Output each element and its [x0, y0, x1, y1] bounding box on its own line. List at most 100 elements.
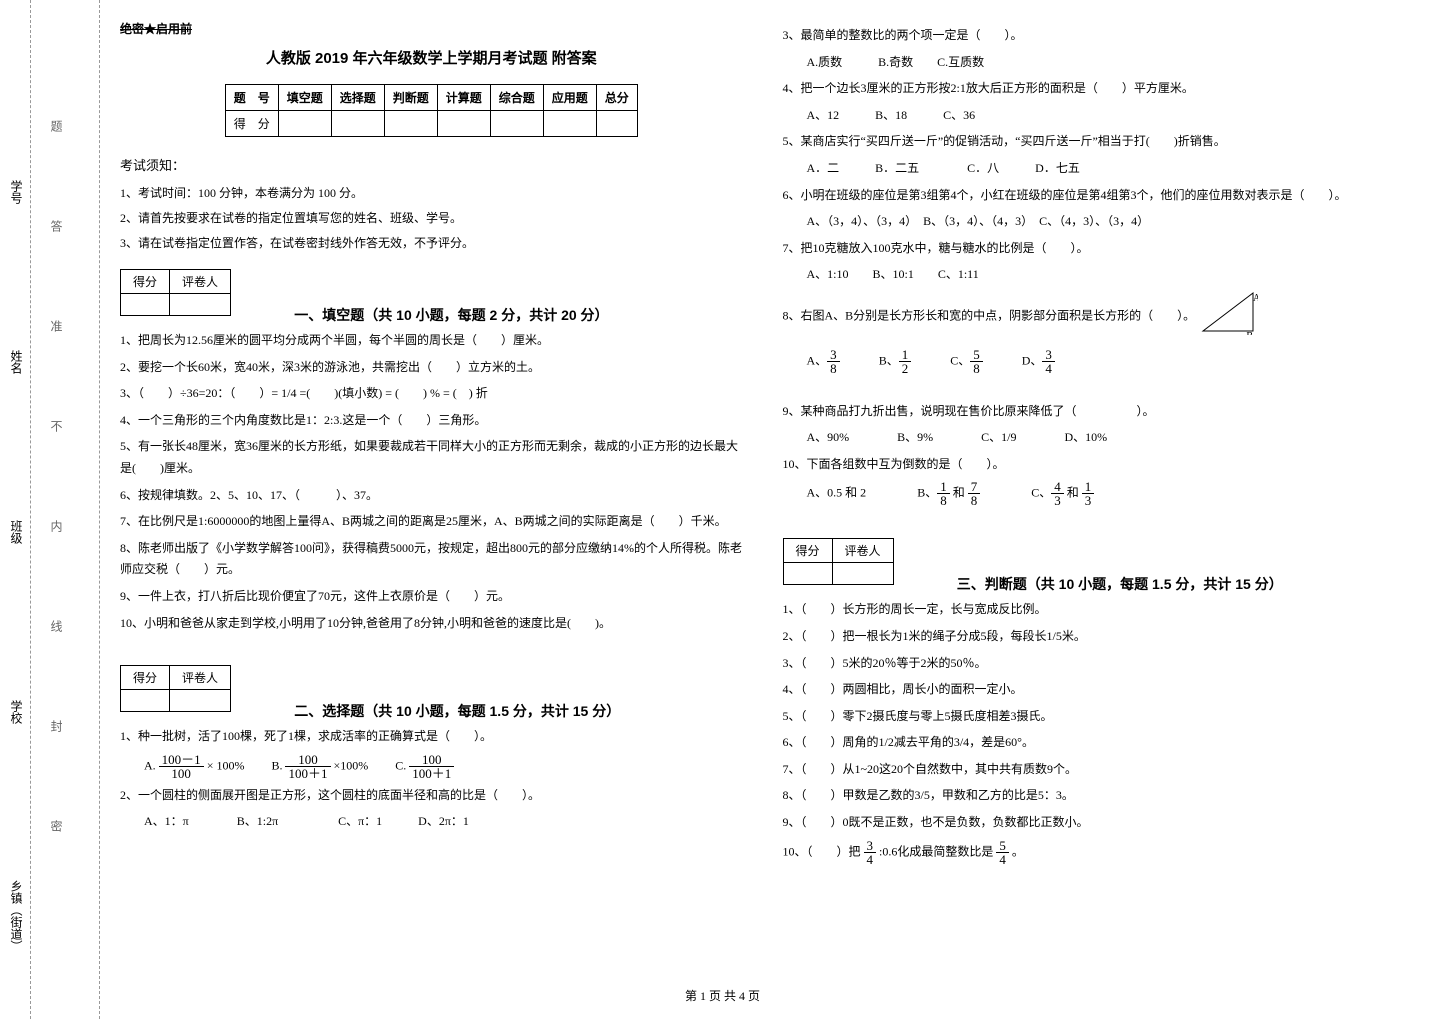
seal-hint-1: 密: [48, 820, 65, 862]
and: 和: [950, 486, 968, 500]
fill-q6: 6、按规律填数。2、5、10、17、（ ）、37。: [120, 485, 743, 507]
choice-q5-options: A．二 B．二五 C．八 D．七五: [807, 158, 1406, 180]
scorer-box: 得分评卷人: [120, 269, 231, 316]
th: 应用题: [543, 85, 596, 111]
choice-q5: 5、某商店实行“买四斤送一斤”的促销活动，“买四斤送一斤”相当于打( )折销售。: [783, 131, 1406, 153]
judge-q4: 4、（ ）两圆相比，周长小的面积一定小。: [783, 679, 1406, 701]
choice-q8: 8、右图A、B分别是长方形长和宽的中点，阴影部分面积是长方形的（ ）。 A B: [783, 291, 1406, 343]
right-column: 3、最简单的整数比的两个项一定是（ ）。 A.质数 B.奇数 C.互质数 4、把…: [783, 20, 1406, 871]
opt-d: D、: [1022, 353, 1043, 367]
choice-q1: 1、种一批树，活了100棵，死了1棵，求成活率的正确算式是（ ）。: [120, 726, 743, 748]
td: 得 分: [225, 111, 278, 137]
td: [331, 111, 384, 137]
judge-q8: 8、（ ）甲数是乙数的3/5，甲数和乙方的比是5：3。: [783, 785, 1406, 807]
times: ×100%: [334, 758, 369, 772]
seal-hint-3: 线: [48, 620, 65, 662]
fill-q9: 9、一件上衣，打八折后比现价便宜了70元，这件上衣原价是（ ）元。: [120, 586, 743, 608]
choice-q6-options: A、（3，4）、（3，4） B、（3，4）、（4，3） C、（4，3）、（3，4…: [807, 211, 1406, 233]
q10-prefix: 10、（ ）把: [783, 844, 861, 858]
opt-b: B、: [917, 486, 937, 500]
svg-text:A: A: [1253, 293, 1258, 304]
choice-q9: 9、某种商品打九折出售，说明现在售价比原来降低了（ ）。: [783, 401, 1406, 423]
td: [490, 111, 543, 137]
notice-item: 3、请在试卷指定位置作答，在试卷密封线外作答无效，不予评分。: [120, 234, 743, 251]
choice-q8-options: A、38 B、12 C、58 D、34: [807, 348, 1406, 375]
fraction: 43: [1051, 480, 1064, 507]
opt-b: B、: [879, 353, 899, 367]
choice-q4-options: A、12 B、18 C、36: [807, 105, 1406, 127]
and: 和: [1064, 486, 1082, 500]
opt-a: A、0.5 和 2: [807, 486, 867, 500]
choice-q10-options: A、0.5 和 2 B、18 和 78 C、43 和 13: [807, 480, 1406, 507]
binding-field-class: 班级: [8, 520, 25, 544]
notice-item: 2、请首先按要求在试卷的指定位置填写您的姓名、班级、学号。: [120, 209, 743, 226]
seal-hint-4: 内: [48, 520, 65, 562]
td: [121, 294, 170, 316]
th: 总分: [596, 85, 637, 111]
fill-q5: 5、有一张长48厘米，宽36厘米的长方形纸，如果要裁成若干同样大小的正方形而无剩…: [120, 436, 743, 479]
choice-q1-options: A. 100－1100 × 100% B. 100100＋1 ×100% C. …: [144, 753, 743, 780]
choice-q7-options: A、1:10 B、10:1 C、1:11: [807, 264, 1406, 286]
choice-q2: 2、一个圆柱的侧面展开图是正方形，这个圆柱的底面半径和高的比是（ ）。: [120, 785, 743, 807]
fill-q4: 4、一个三角形的三个内角度数比是1：2:3.这是一个（ ）三角形。: [120, 410, 743, 432]
section-heading-fill: 一、填空题（共 10 小题，每题 2 分，共计 20 分）: [294, 307, 608, 323]
judge-q5: 5、（ ）零下2摄氏度与零上5摄氏度相差3摄氏。: [783, 706, 1406, 728]
page-footer: 第 1 页 共 4 页: [0, 987, 1445, 1004]
td: [170, 690, 231, 712]
fraction: 34: [864, 839, 877, 866]
judge-q7: 7、（ ）从1~20这20个自然数中，其中共有质数9个。: [783, 759, 1406, 781]
choice-q3: 3、最简单的整数比的两个项一定是（ ）。: [783, 25, 1406, 47]
td: [384, 111, 437, 137]
seal-hint-6: 准: [48, 320, 65, 362]
td: [832, 563, 893, 585]
notice-item: 1、考试时间：100 分钟，本卷满分为 100 分。: [120, 184, 743, 201]
seal-hint-8: 题: [48, 120, 65, 162]
opt-c: C、: [950, 353, 970, 367]
scorer-box: 得分评卷人: [783, 538, 894, 585]
fill-q3: 3、（ ）÷36=20：（ ）= 1/4 =( )(填小数) = ( ) % =…: [120, 383, 743, 405]
td: [543, 111, 596, 137]
table-row: 题 号 填空题 选择题 判断题 计算题 综合题 应用题 总分: [225, 85, 637, 111]
opt-c: C、: [1031, 486, 1051, 500]
td: [278, 111, 331, 137]
fill-q2: 2、要挖一个长60米，宽40米，深3米的游泳池，共需挖出（ ）立方米的土。: [120, 357, 743, 379]
opt-a: A、: [807, 353, 828, 367]
q8-text: 8、右图A、B分别是长方形长和宽的中点，阴影部分面积是长方形的（ ）。: [783, 308, 1196, 322]
left-column: 绝密★启用前 人教版 2019 年六年级数学上学期月考试题 附答案 题 号 填空…: [120, 20, 743, 871]
opt-b: B.: [271, 758, 282, 772]
th: 判断题: [384, 85, 437, 111]
judge-q6: 6、（ ）周角的1/2减去平角的3/4，差是60°。: [783, 732, 1406, 754]
td: [783, 563, 832, 585]
choice-q9-options: A、90% B、9% C、1/9 D、10%: [807, 427, 1406, 449]
choice-q2-options: A、1：π B、1:2π C、π：1 D、2π：1: [144, 811, 743, 833]
binding-inner-line: [30, 0, 31, 1019]
scorer-label: 评卷人: [170, 666, 231, 690]
table-row: 得 分: [225, 111, 637, 137]
svg-text:B: B: [1247, 331, 1254, 335]
binding-field-id: 学号: [8, 180, 25, 204]
th: 计算题: [437, 85, 490, 111]
seal-hint-5: 不: [48, 420, 65, 462]
fraction: 13: [1082, 480, 1095, 507]
seal-hint-2: 封: [48, 720, 65, 762]
fraction: 58: [970, 348, 983, 375]
judge-q9: 9、（ ）0既不是正数，也不是负数，负数都比正数小。: [783, 812, 1406, 834]
td: [437, 111, 490, 137]
opt-a: A.: [144, 758, 156, 772]
td: [596, 111, 637, 137]
fraction: 34: [1042, 348, 1055, 375]
binding-field-name: 姓名: [8, 350, 25, 374]
scorer-label: 评卷人: [170, 270, 231, 294]
judge-q3: 3、（ ）5米的20％等于2米的50％。: [783, 653, 1406, 675]
fraction: 100100＋1: [409, 753, 454, 780]
fill-q1: 1、把周长为12.56厘米的圆平均分成两个半圆，每个半圆的周长是（ ）厘米。: [120, 330, 743, 352]
section-heading-choice: 二、选择题（共 10 小题，每题 1.5 分，共计 15 分）: [294, 703, 620, 719]
times: × 100%: [207, 758, 245, 772]
fraction: 78: [968, 480, 981, 507]
scorer-label: 得分: [783, 539, 832, 563]
binding-margin: 乡镇（街道） 学校 班级 姓名 学号 密 封 线 内 不 准 答 题: [0, 0, 100, 1019]
score-table: 题 号 填空题 选择题 判断题 计算题 综合题 应用题 总分 得 分: [225, 84, 638, 137]
fraction: 100－1100: [159, 753, 204, 780]
fill-q7: 7、在比例尺是1:6000000的地图上量得A、B两城之间的距离是25厘米，A、…: [120, 511, 743, 533]
choice-q4: 4、把一个边长3厘米的正方形按2:1放大后正方形的面积是（ ）平方厘米。: [783, 78, 1406, 100]
